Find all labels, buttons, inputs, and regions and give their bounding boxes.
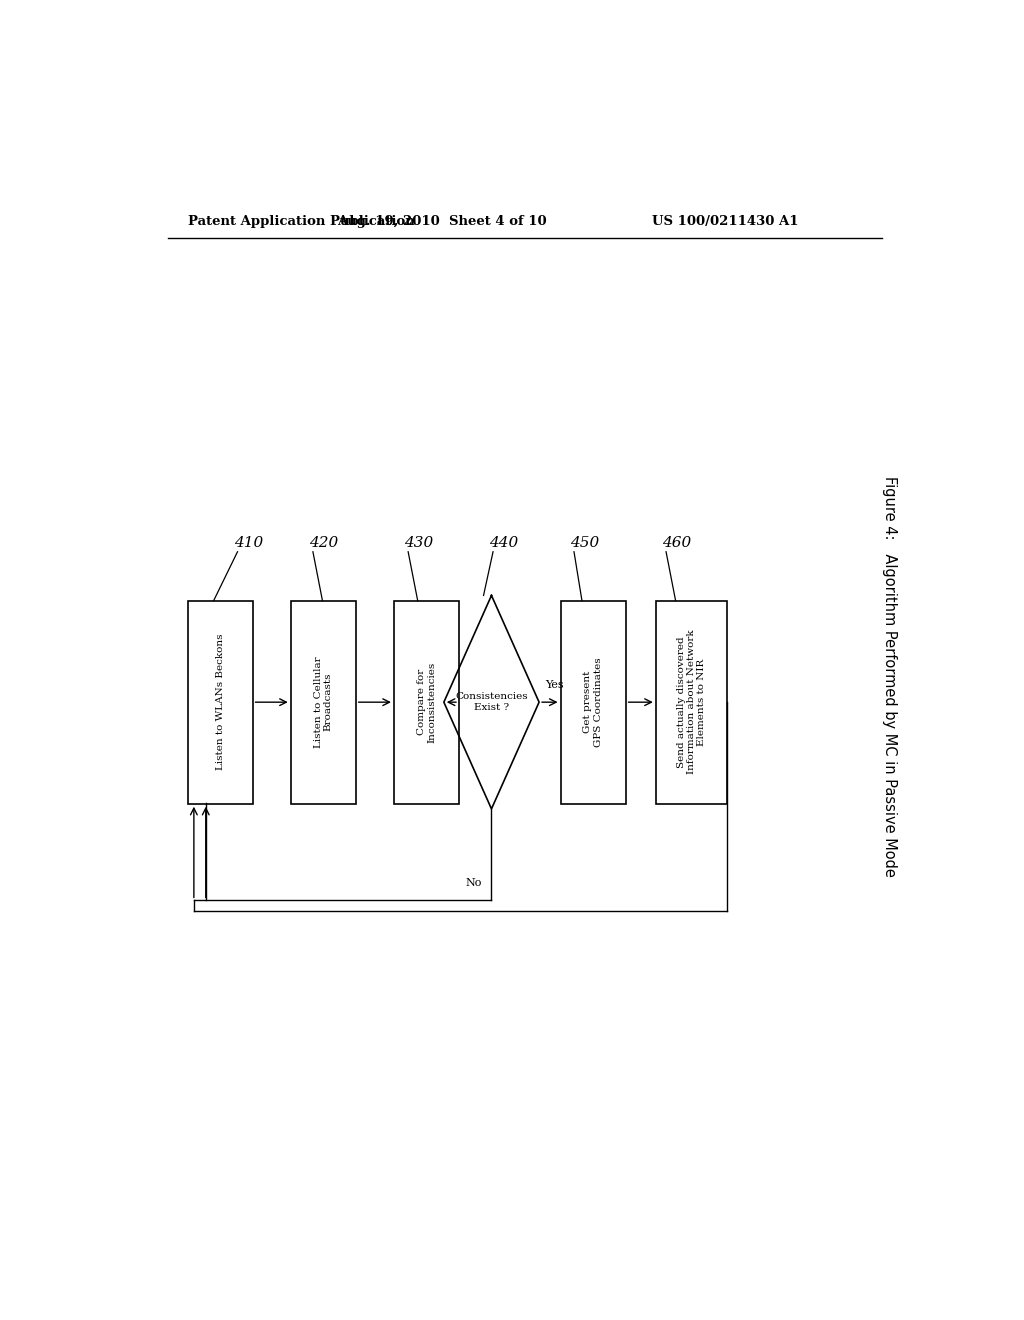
Text: No: No [466, 878, 482, 888]
Bar [291, 601, 355, 804]
Text: 450: 450 [570, 536, 599, 549]
Text: Patent Application Publication: Patent Application Publication [187, 215, 415, 228]
Bar [560, 601, 626, 804]
Bar [187, 601, 253, 804]
Bar [394, 601, 459, 804]
Text: Figure 4:   Algorithm Performed by MC in Passive Mode: Figure 4: Algorithm Performed by MC in P… [883, 477, 897, 878]
Text: Send actually discovered
Information about Network
Elements to NIR: Send actually discovered Information abo… [677, 630, 707, 775]
Text: 460: 460 [663, 536, 691, 549]
Text: Compare for
Inconsistencies: Compare for Inconsistencies [417, 661, 436, 743]
Text: Yes: Yes [546, 680, 564, 690]
Text: Aug. 19, 2010  Sheet 4 of 10: Aug. 19, 2010 Sheet 4 of 10 [337, 215, 546, 228]
Text: Get present
GPS Coordinates: Get present GPS Coordinates [584, 657, 603, 747]
Text: Listen to WLANs Beckons: Listen to WLANs Beckons [216, 634, 224, 771]
Text: 430: 430 [404, 536, 433, 549]
Text: Listen to Cellular
Broadcasts: Listen to Cellular Broadcasts [313, 656, 333, 748]
Text: 410: 410 [233, 536, 263, 549]
Text: Consistencies
Exist ?: Consistencies Exist ? [455, 693, 527, 711]
Text: US 100/0211430 A1: US 100/0211430 A1 [652, 215, 799, 228]
Bar [655, 601, 727, 804]
Text: 420: 420 [309, 536, 338, 549]
Text: 440: 440 [489, 536, 518, 549]
